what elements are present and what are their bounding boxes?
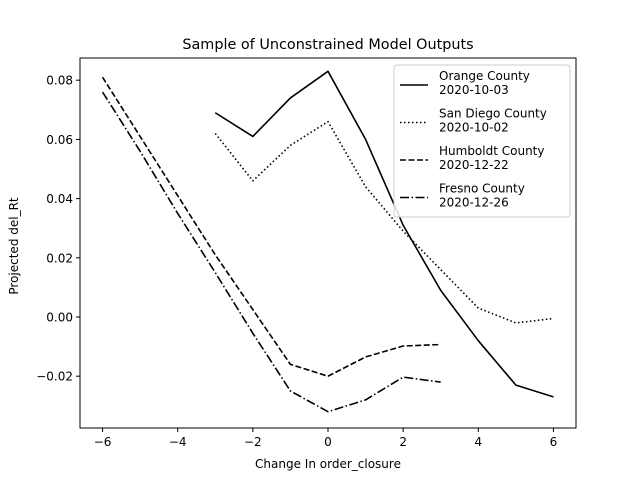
y-tick-label: −0.02 [36,370,73,384]
series-line-1 [214,70,554,398]
x-tick-label: −6 [94,435,112,449]
chart-title: Sample of Unconstrained Model Outputs [182,37,473,53]
legend-label-2: San Diego County 2020-10-02 [439,107,547,135]
y-tick-label: 0.04 [46,192,73,206]
x-tick-label: −4 [169,435,187,449]
x-tick-label: 4 [474,435,482,449]
plot-area [101,70,554,413]
legend-label-1: Orange County 2020-10-03 [439,69,530,97]
series-line-2 [214,120,554,324]
legend-label-3: Humboldt County 2020-12-22 [439,144,545,172]
y-axis-label: Projected del_Rt [7,197,21,295]
x-tick-label: 0 [324,435,332,449]
series-line-3 [101,76,441,378]
legend-box [393,64,571,218]
y-tick-label: 0.02 [46,251,73,265]
y-tick-label: 0.06 [46,133,73,147]
x-tick-label: 2 [399,435,407,449]
x-tick-label: 6 [550,435,558,449]
x-tick-label: −2 [244,435,262,449]
axes: −6 −4 −2 0 2 4 6 −0.02 0.00 0.02 0.04 0.06 0.08 [36,57,577,449]
x-axis-label: Change In order_closure [255,457,401,471]
legend-label-4: Fresno County 2020-12-26 [439,182,525,210]
legend: Orange County 2020-10-03 San Diego County 2… [393,64,571,218]
y-tick-label: 0.00 [46,311,73,325]
y-tick-label: 0.08 [46,74,73,88]
series-line-4 [101,91,441,413]
